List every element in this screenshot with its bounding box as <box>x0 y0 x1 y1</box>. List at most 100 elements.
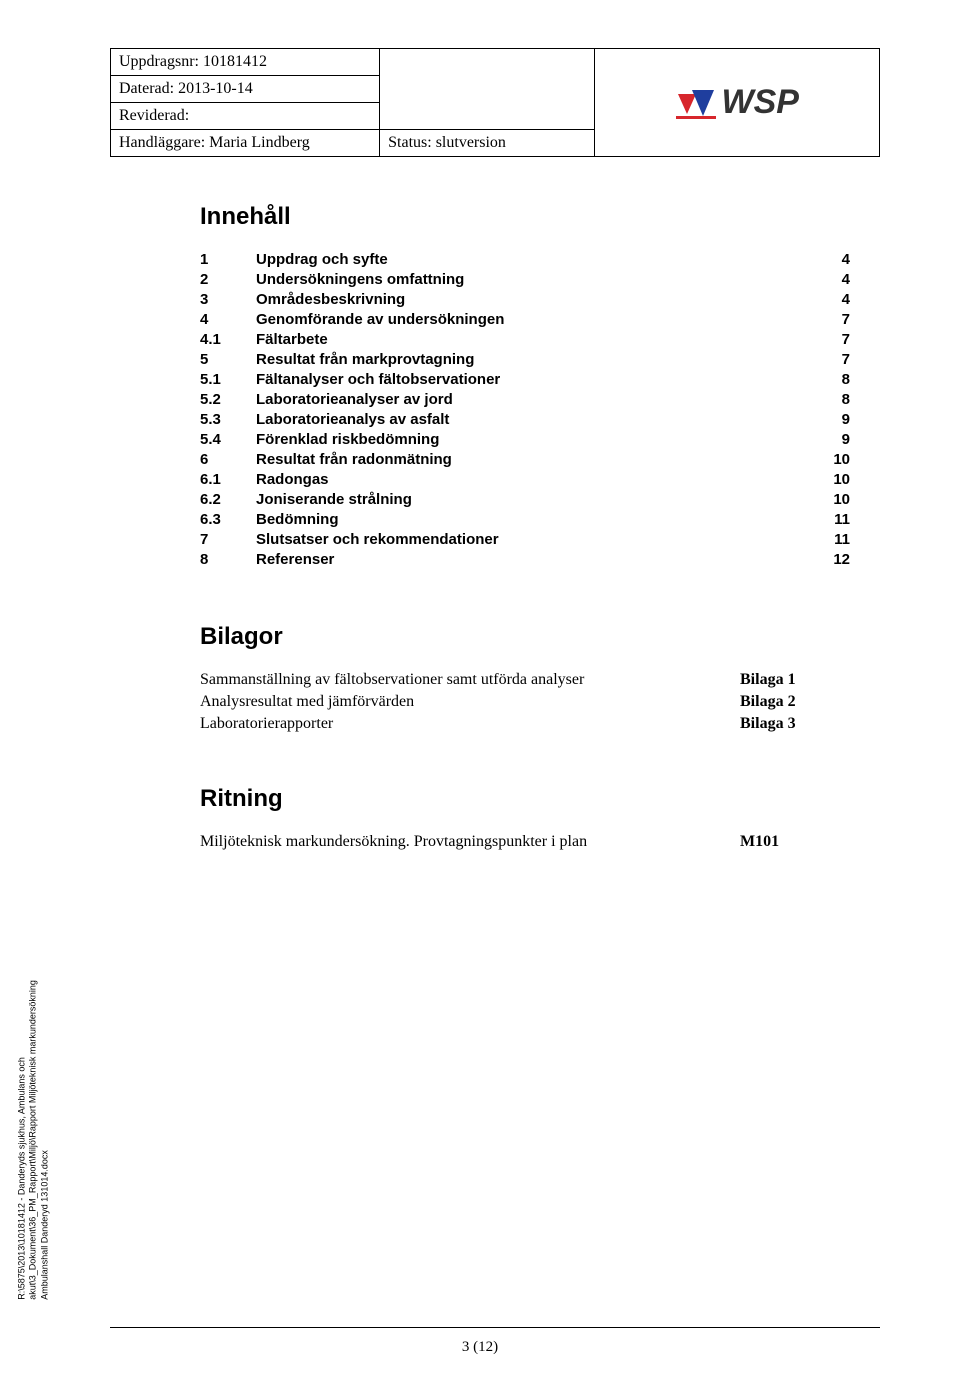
bilagor-title: Bilagor <box>200 623 850 651</box>
toc-page: 10 <box>810 489 850 509</box>
bilagor-row: Analysresultat med jämförvärdenBilaga 2 <box>200 691 850 713</box>
bilagor-table: Sammanställning av fältobservationer sam… <box>200 669 850 735</box>
toc-num: 4 <box>200 309 256 329</box>
hdr-status: Status: slutversion <box>380 130 595 157</box>
toc-page: 9 <box>810 429 850 449</box>
side-line-2: akut\3_Dokument\36_PM_Rapport\Miljö\Rapp… <box>28 980 39 1300</box>
wsp-logo-icon <box>676 86 716 120</box>
header-table: Uppdragsnr: 10181412 WSP Daterad: 2013-1… <box>110 48 880 157</box>
toc-page: 4 <box>810 289 850 309</box>
toc-row: 2Undersökningens omfattning4 <box>200 269 850 289</box>
ritning-row: Miljöteknisk markundersökning. Provtagni… <box>200 831 850 853</box>
toc-page: 4 <box>810 269 850 289</box>
wsp-logo: WSP <box>603 53 871 152</box>
bilagor-label: Bilaga 1 <box>740 669 850 691</box>
toc-num: 7 <box>200 529 256 549</box>
toc-page: 7 <box>810 349 850 369</box>
toc-num: 3 <box>200 289 256 309</box>
toc-text: Laboratorieanalys av asfalt <box>256 409 810 429</box>
toc-title: Innehåll <box>200 203 850 231</box>
ritning-text: Miljöteknisk markundersökning. Provtagni… <box>200 831 740 853</box>
bilagor-row: LaboratorierapporterBilaga 3 <box>200 713 850 735</box>
hdr-uppdragsnr: Uppdragsnr: 10181412 <box>111 49 380 76</box>
bilagor-row: Sammanställning av fältobservationer sam… <box>200 669 850 691</box>
ritning-label: M101 <box>740 831 850 853</box>
toc-text: Områdesbeskrivning <box>256 289 810 309</box>
hdr-reviderad: Reviderad: <box>111 103 380 130</box>
toc-page: 9 <box>810 409 850 429</box>
side-filepath: R:\5875\2013\10181412 - Danderyds sjukhu… <box>16 980 50 1300</box>
toc-num: 6 <box>200 449 256 469</box>
toc-num: 5.1 <box>200 369 256 389</box>
toc-row: 6.1Radongas10 <box>200 469 850 489</box>
toc-row: 5Resultat från markprovtagning7 <box>200 349 850 369</box>
toc-num: 6.1 <box>200 469 256 489</box>
toc-page: 8 <box>810 389 850 409</box>
toc-row: 6Resultat från radonmätning10 <box>200 449 850 469</box>
toc-text: Fältarbete <box>256 329 810 349</box>
toc-text: Slutsatser och rekommendationer <box>256 529 810 549</box>
ritning-table: Miljöteknisk markundersökning. Provtagni… <box>200 831 850 853</box>
toc-num: 6.3 <box>200 509 256 529</box>
toc-text: Laboratorieanalyser av jord <box>256 389 810 409</box>
toc-row: 8Referenser12 <box>200 549 850 569</box>
bilagor-text: Laboratorierapporter <box>200 713 740 735</box>
toc-page: 11 <box>810 529 850 549</box>
toc-row: 5.4Förenklad riskbedömning9 <box>200 429 850 449</box>
toc-num: 5.3 <box>200 409 256 429</box>
toc-text: Bedömning <box>256 509 810 529</box>
bilagor-label: Bilaga 2 <box>740 691 850 713</box>
toc-text: Undersökningens omfattning <box>256 269 810 289</box>
toc-num: 6.2 <box>200 489 256 509</box>
toc-text: Uppdrag och syfte <box>256 249 810 269</box>
content-area: Innehåll 1Uppdrag och syfte42Undersöknin… <box>110 203 880 853</box>
toc-page: 10 <box>810 469 850 489</box>
toc-num: 5 <box>200 349 256 369</box>
toc-text: Genomförande av undersökningen <box>256 309 810 329</box>
footer-rule <box>110 1327 880 1328</box>
toc-num: 8 <box>200 549 256 569</box>
toc-page: 7 <box>810 329 850 349</box>
toc-num: 2 <box>200 269 256 289</box>
toc-page: 10 <box>810 449 850 469</box>
toc-row: 5.3Laboratorieanalys av asfalt9 <box>200 409 850 429</box>
toc-num: 5.2 <box>200 389 256 409</box>
bilagor-label: Bilaga 3 <box>740 713 850 735</box>
wsp-logo-text: WSP <box>722 83 799 122</box>
side-line-1: R:\5875\2013\10181412 - Danderyds sjukhu… <box>16 980 27 1300</box>
toc-table: 1Uppdrag och syfte42Undersökningens omfa… <box>200 249 850 569</box>
toc-text: Resultat från radonmätning <box>256 449 810 469</box>
toc-row: 6.2Joniserande strålning10 <box>200 489 850 509</box>
toc-row: 6.3Bedömning11 <box>200 509 850 529</box>
bilagor-text: Sammanställning av fältobservationer sam… <box>200 669 740 691</box>
toc-row: 4.1Fältarbete7 <box>200 329 850 349</box>
toc-text: Fältanalyser och fältobservationer <box>256 369 810 389</box>
toc-num: 5.4 <box>200 429 256 449</box>
toc-num: 1 <box>200 249 256 269</box>
toc-page: 11 <box>810 509 850 529</box>
toc-num: 4.1 <box>200 329 256 349</box>
toc-row: 5.1Fältanalyser och fältobservationer8 <box>200 369 850 389</box>
toc-page: 4 <box>810 249 850 269</box>
ritning-title: Ritning <box>200 785 850 813</box>
toc-page: 12 <box>810 549 850 569</box>
hdr-empty-mid <box>380 49 595 130</box>
hdr-logo-cell: WSP <box>595 49 880 157</box>
hdr-handlaggare: Handläggare: Maria Lindberg <box>111 130 380 157</box>
page-container: Uppdragsnr: 10181412 WSP Daterad: 2013-1… <box>0 0 960 1400</box>
toc-row: 7Slutsatser och rekommendationer11 <box>200 529 850 549</box>
toc-text: Joniserande strålning <box>256 489 810 509</box>
toc-text: Radongas <box>256 469 810 489</box>
toc-row: 1Uppdrag och syfte4 <box>200 249 850 269</box>
page-number: 3 (12) <box>0 1339 960 1356</box>
toc-row: 5.2Laboratorieanalyser av jord8 <box>200 389 850 409</box>
toc-text: Referenser <box>256 549 810 569</box>
hdr-daterad: Daterad: 2013-10-14 <box>111 76 380 103</box>
toc-page: 7 <box>810 309 850 329</box>
toc-text: Förenklad riskbedömning <box>256 429 810 449</box>
toc-row: 4Genomförande av undersökningen7 <box>200 309 850 329</box>
toc-row: 3Områdesbeskrivning4 <box>200 289 850 309</box>
bilagor-text: Analysresultat med jämförvärden <box>200 691 740 713</box>
toc-page: 8 <box>810 369 850 389</box>
toc-text: Resultat från markprovtagning <box>256 349 810 369</box>
